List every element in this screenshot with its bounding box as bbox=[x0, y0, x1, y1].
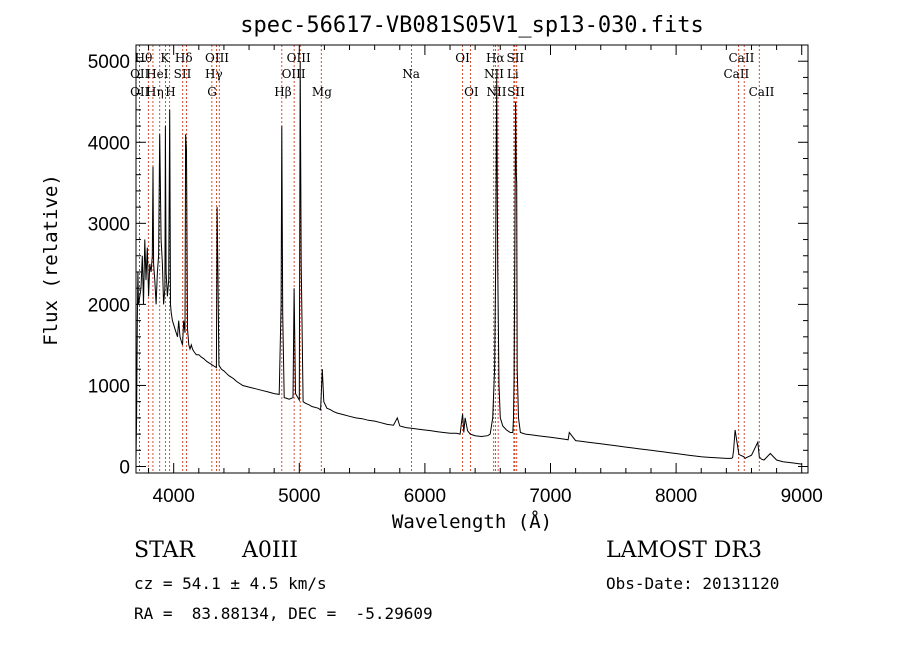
line-label: Hγ bbox=[205, 67, 223, 81]
line-label: OIII bbox=[287, 51, 311, 65]
line-label: NII bbox=[484, 67, 504, 81]
line-label: Hη bbox=[146, 85, 164, 99]
line-label: HeI bbox=[146, 67, 169, 81]
y-tick-label: 0 bbox=[119, 458, 130, 479]
line-label: Hδ bbox=[175, 51, 193, 65]
spectrum-chart: spec-56617-VB081S05V1_sp13-030.fits Hθ OI… bbox=[40, 13, 823, 533]
line-label: Li bbox=[507, 67, 519, 81]
x-axis: 4000 5000 6000 7000 8000 9000 bbox=[148, 45, 823, 507]
object-class: STAR bbox=[134, 538, 195, 563]
line-label: CaII bbox=[729, 51, 755, 65]
chart-title: spec-56617-VB081S05V1_sp13-030.fits bbox=[240, 13, 704, 38]
x-tick-label: 9000 bbox=[781, 486, 823, 507]
line-label: Mg bbox=[312, 85, 332, 99]
line-label: Hβ bbox=[274, 85, 291, 99]
x-tick-label: 4000 bbox=[153, 486, 195, 507]
line-label: G bbox=[207, 85, 217, 99]
y-tick-label: 3000 bbox=[88, 214, 130, 235]
line-label: OII bbox=[130, 67, 150, 81]
line-label: SII bbox=[174, 67, 192, 81]
obs-date: Obs-Date: 20131120 bbox=[606, 574, 780, 593]
y-tick-label: 4000 bbox=[88, 133, 130, 154]
y-axis: 0 1000 2000 3000 4000 5000 bbox=[88, 44, 808, 479]
line-label: OI bbox=[455, 51, 470, 65]
plot-frame bbox=[135, 44, 809, 474]
x-tick-label: 7000 bbox=[529, 486, 571, 507]
line-label: OIII bbox=[205, 51, 229, 65]
y-tick-label: 2000 bbox=[88, 295, 130, 316]
line-label: OIII bbox=[282, 67, 306, 81]
y-tick-label: 1000 bbox=[88, 376, 130, 397]
line-label: SII bbox=[506, 51, 524, 65]
line-label: SII bbox=[507, 85, 525, 99]
line-label: H bbox=[165, 85, 175, 99]
line-label: Hα bbox=[486, 51, 505, 65]
line-label: Hθ bbox=[135, 51, 153, 65]
y-axis-label: Flux (relative) bbox=[40, 174, 62, 346]
coordinates: RA = 83.88134, DEC = -5.29609 bbox=[134, 604, 433, 623]
redshift-info: cz = 54.1 ± 4.5 km/s bbox=[134, 574, 327, 593]
x-tick-label: 5000 bbox=[278, 486, 320, 507]
x-axis-label: Wavelength (Å) bbox=[392, 510, 552, 533]
line-label: K bbox=[160, 51, 170, 65]
x-tick-label: 8000 bbox=[655, 486, 697, 507]
line-label: CaII bbox=[749, 85, 775, 99]
spectrum-line bbox=[135, 61, 802, 465]
survey-name: LAMOST DR3 bbox=[606, 538, 762, 563]
x-tick-label: 6000 bbox=[404, 486, 446, 507]
line-markers bbox=[138, 45, 760, 473]
line-label: CaII bbox=[723, 67, 749, 81]
line-label: OII bbox=[130, 85, 150, 99]
y-tick-label: 5000 bbox=[88, 52, 130, 73]
line-label: OI bbox=[464, 85, 479, 99]
object-subclass: A0III bbox=[242, 538, 298, 563]
line-label: Na bbox=[402, 67, 420, 81]
